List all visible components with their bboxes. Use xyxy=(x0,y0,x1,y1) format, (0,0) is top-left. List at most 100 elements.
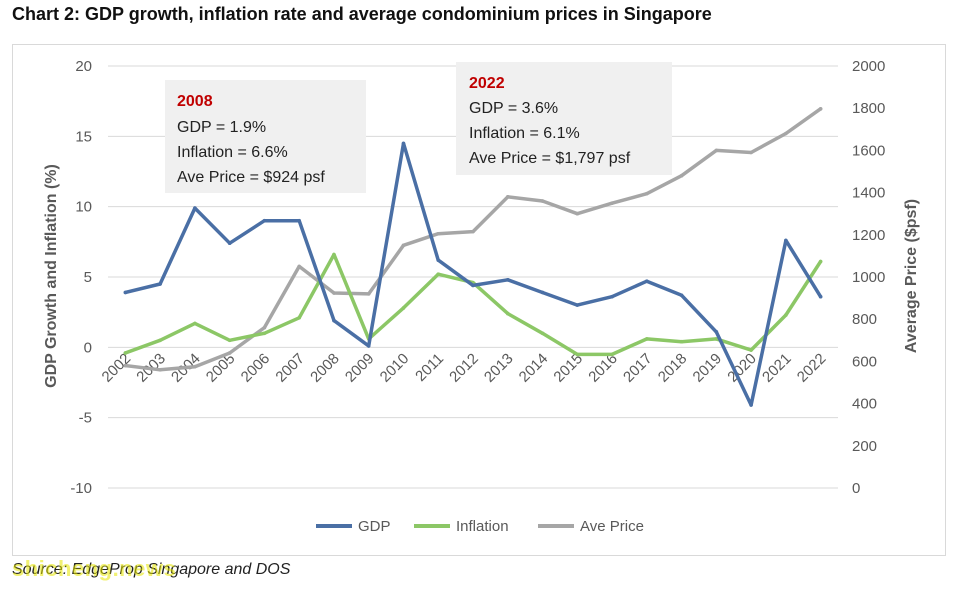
x-axis-ticks: 2002 2003 2004 2005 2006 2007 2008 2009 2010 2011… xyxy=(99,350,830,386)
data-point-inflation xyxy=(193,321,197,326)
legend-label-gdp: GDP xyxy=(358,518,391,535)
data-point-ave-price xyxy=(471,229,475,234)
data-point-gdp xyxy=(610,294,614,299)
data-point-gdp xyxy=(540,290,545,295)
y-tick-label: 20 xyxy=(75,58,92,75)
x-tick-label: 2021 xyxy=(759,350,795,386)
data-point-ave-price xyxy=(332,291,336,295)
data-point-ave-price xyxy=(645,191,649,196)
watermark: shicheng.news xyxy=(12,556,177,581)
data-point-ave-price xyxy=(818,107,823,111)
annotation-line: GDP = 3.6% xyxy=(469,100,558,117)
data-point-ave-price xyxy=(575,211,580,216)
y2-tick-label: 0 xyxy=(852,480,860,497)
data-point-ave-price xyxy=(158,368,162,372)
data-point-inflation xyxy=(540,331,545,336)
data-point-inflation xyxy=(436,272,441,276)
data-point-ave-price xyxy=(366,292,371,296)
data-point-gdp xyxy=(262,218,267,223)
data-point-inflation xyxy=(784,313,788,317)
y-tick-label: 5 xyxy=(84,269,92,286)
data-point-gdp xyxy=(366,344,371,348)
x-tick-label: 2018 xyxy=(655,350,691,386)
y2-tick-label: 1000 xyxy=(852,269,885,286)
y-tick-label: -5 xyxy=(79,410,92,427)
data-point-gdp xyxy=(575,303,580,307)
annotation-2022: 2022 GDP = 3.6% Inflation = 6.1% Ave Pri… xyxy=(456,62,672,175)
data-point-gdp xyxy=(158,282,162,286)
data-point-inflation xyxy=(610,352,614,357)
data-point-inflation xyxy=(227,338,232,343)
y-tick-label: -10 xyxy=(70,480,92,497)
data-point-inflation xyxy=(158,338,162,343)
data-point-ave-price xyxy=(401,243,406,248)
data-point-gdp xyxy=(193,206,197,210)
data-point-ave-price xyxy=(262,325,267,330)
data-point-gdp xyxy=(714,330,719,334)
y-axis-label: GDP Growth and Inflation (%) xyxy=(43,164,60,388)
data-point-ave-price xyxy=(505,195,510,199)
x-tick-label: 2010 xyxy=(377,350,413,386)
y2-tick-label: 2000 xyxy=(852,58,885,75)
data-point-gdp xyxy=(645,279,649,284)
annotation-line: Inflation = 6.1% xyxy=(469,125,580,142)
data-point-ave-price xyxy=(784,131,788,136)
annotation-line: Inflation = 6.6% xyxy=(177,144,288,161)
data-point-gdp xyxy=(679,293,684,298)
x-tick-label: 2008 xyxy=(307,350,343,386)
y2-tick-label: 400 xyxy=(852,396,877,413)
data-point-ave-price xyxy=(714,148,719,153)
annotation-line: GDP = 1.9% xyxy=(177,119,266,136)
data-point-inflation xyxy=(645,337,649,341)
source-note: Source: EdgeProp Singapore and DOS xyxy=(12,561,291,578)
annotation-year: 2022 xyxy=(469,75,505,92)
data-point-ave-price xyxy=(540,199,545,203)
annotation-2008: 2008 GDP = 1.9% Inflation = 6.6% Ave Pri… xyxy=(165,80,366,193)
data-point-inflation xyxy=(401,306,406,310)
y2-tick-label: 1400 xyxy=(852,185,885,202)
legend-label-inflation: Inflation xyxy=(456,518,509,535)
y-tick-label: 15 xyxy=(75,128,92,145)
data-point-inflation xyxy=(332,252,336,257)
x-tick-label: 2022 xyxy=(794,350,830,386)
x-tick-label: 2014 xyxy=(516,350,552,386)
y2-tick-label: 1800 xyxy=(852,100,885,117)
y2-tick-label: 1200 xyxy=(852,227,885,244)
data-point-inflation xyxy=(297,315,301,320)
data-point-gdp xyxy=(505,278,510,282)
legend-label-ave-price: Ave Price xyxy=(580,518,644,535)
data-point-inflation xyxy=(818,259,823,264)
data-point-gdp xyxy=(818,294,823,299)
y2-tick-label: 200 xyxy=(852,438,877,455)
y2-axis-label: Average Price ($psf) xyxy=(903,199,920,353)
x-tick-label: 2002 xyxy=(99,350,135,386)
x-tick-label: 2019 xyxy=(690,350,726,386)
y-tick-label: 10 xyxy=(75,199,92,216)
data-point-gdp xyxy=(436,258,441,262)
data-point-gdp xyxy=(401,141,406,146)
y-tick-label: 0 xyxy=(84,339,92,356)
data-point-ave-price xyxy=(227,351,232,355)
data-point-ave-price xyxy=(436,231,441,236)
y2-tick-label: 600 xyxy=(852,353,877,370)
data-point-ave-price xyxy=(749,150,753,155)
annotation-year: 2008 xyxy=(177,93,213,110)
x-tick-label: 2011 xyxy=(412,350,447,385)
x-tick-label: 2007 xyxy=(272,350,308,386)
data-point-ave-price xyxy=(297,264,301,269)
series-lines xyxy=(123,107,823,407)
data-point-inflation xyxy=(575,352,580,357)
x-tick-label: 2012 xyxy=(446,350,482,386)
data-point-ave-price xyxy=(610,201,614,205)
chart-title: Chart 2: GDP growth, inflation rate and … xyxy=(12,4,712,24)
annotation-box xyxy=(165,80,366,193)
x-tick-label: 2006 xyxy=(238,350,274,386)
x-tick-label: 2017 xyxy=(620,350,656,386)
data-point-inflation xyxy=(262,331,267,336)
data-point-inflation xyxy=(505,311,510,316)
data-point-gdp xyxy=(471,283,475,288)
annotation-line: Ave Price = $924 psf xyxy=(177,169,325,186)
annotation-line: Ave Price = $1,797 psf xyxy=(469,150,631,167)
